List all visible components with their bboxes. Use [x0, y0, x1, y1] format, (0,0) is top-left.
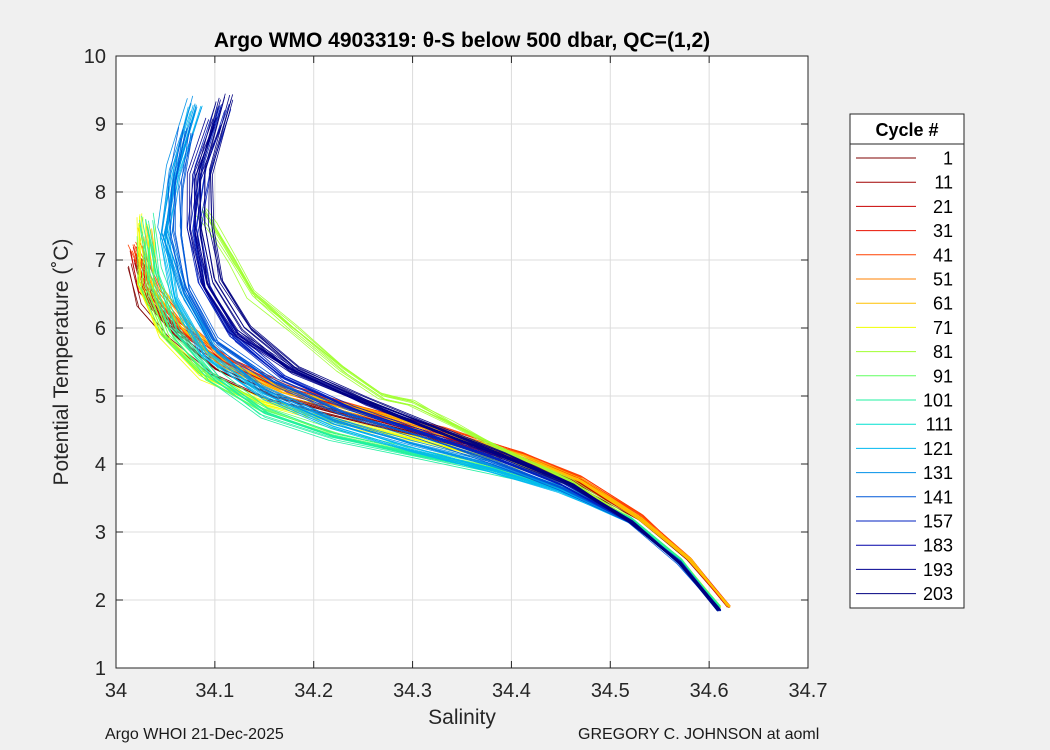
legend-entry-label: 141 [923, 487, 953, 507]
legend-entry-label: 91 [933, 366, 953, 386]
legend-entry-label: 101 [923, 391, 953, 411]
legend-entry-label: 111 [926, 415, 953, 435]
legend-entry-label: 193 [923, 560, 953, 580]
x-tick-label: 34.5 [591, 680, 630, 702]
x-tick-labels: 34 34.1 34.2 34.3 34.4 34.5 34.6 34.7 [105, 680, 828, 702]
x-tick-label: 34.2 [294, 680, 333, 702]
chart-title: Argo WMO 4903319: θ-S below 500 dbar, QC… [214, 29, 710, 52]
legend-entry-label: 61 [933, 294, 953, 314]
legend-title: Cycle # [875, 120, 938, 140]
legend-entry-label: 121 [923, 439, 953, 459]
x-tick-label: 34.6 [690, 680, 729, 702]
footer-left-credit: Argo WHOI 21-Dec-2025 [105, 726, 284, 743]
legend-entry-label: 183 [923, 536, 953, 556]
legend-entry-label: 31 [933, 221, 953, 241]
y-tick-label: 5 [95, 386, 106, 408]
legend: Cycle # 11121314151617181911011111211311… [849, 113, 965, 609]
y-tick-label: 3 [95, 522, 106, 544]
axis-ticks [115, 55, 809, 669]
x-tick-label: 34.3 [393, 680, 432, 702]
legend-entry-label: 1 [943, 149, 953, 169]
y-axis-label: Potential Temperature (˚C) [50, 238, 73, 485]
series-line-bundle [148, 220, 720, 607]
series-line-bundle [212, 99, 719, 610]
y-tick-label: 4 [95, 454, 106, 476]
legend-entry-label: 21 [933, 197, 953, 217]
y-tick-label: 9 [95, 114, 106, 136]
x-tick-label: 34 [105, 680, 127, 702]
series-line-bundle [208, 94, 721, 610]
legend-entry-label: 157 [923, 512, 953, 532]
legend-entry-label: 51 [933, 270, 953, 290]
x-axis-label: Salinity [428, 706, 496, 729]
legend-entry-label: 41 [933, 245, 953, 265]
legend-box [849, 113, 965, 609]
legend-entry-label: 71 [933, 318, 953, 338]
x-tick-label: 34.4 [492, 680, 531, 702]
series-line-bundle [209, 94, 719, 610]
footer-right-credit: GREGORY C. JOHNSON at aoml [578, 726, 820, 743]
legend-entry-label: 131 [923, 463, 953, 483]
x-tick-label: 34.7 [789, 680, 828, 702]
legend-entry-label: 203 [923, 584, 953, 604]
series-line-bundle [195, 101, 721, 611]
series-layer [127, 93, 731, 612]
legend-entry-label: 11 [934, 173, 953, 193]
legend-entry-label: 81 [933, 342, 953, 362]
y-tick-label: 6 [95, 318, 106, 340]
series-line-bundle [199, 126, 721, 611]
legend-entries: 1112131415161718191101111121131141157183… [856, 149, 953, 604]
y-tick-label: 2 [95, 590, 106, 612]
y-tick-labels: 1 2 3 4 5 6 7 8 9 10 [84, 46, 106, 680]
x-tick-label: 34.1 [195, 680, 234, 702]
y-tick-label: 10 [84, 46, 106, 68]
y-tick-label: 7 [95, 250, 106, 272]
y-tick-label: 1 [95, 658, 106, 680]
plot-frame [115, 55, 809, 669]
y-tick-label: 8 [95, 182, 106, 204]
